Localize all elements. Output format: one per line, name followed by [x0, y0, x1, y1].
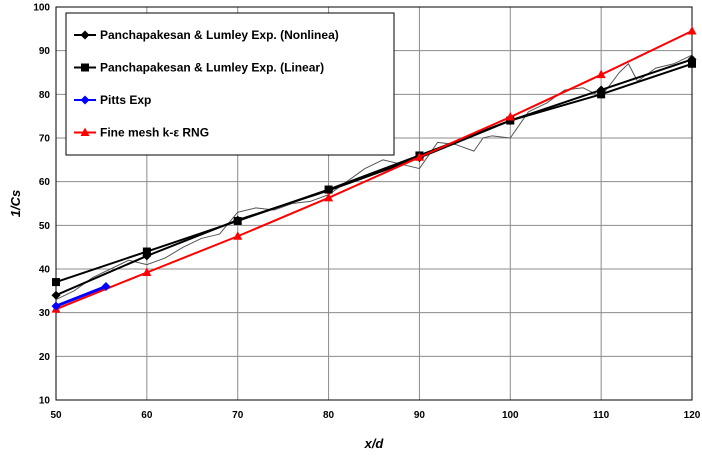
legend-item: Pitts Exp — [74, 93, 151, 107]
x-tick-label: 80 — [323, 410, 335, 421]
y-tick-label: 20 — [39, 352, 51, 363]
y-tick-label: 40 — [39, 265, 51, 276]
x-tick-label: 100 — [502, 410, 519, 421]
y-tick-label: 80 — [39, 90, 51, 101]
series-line — [55, 285, 107, 308]
y-tick-label: 10 — [39, 396, 51, 407]
data-point — [142, 247, 151, 256]
y-axis-title: 1/Cs — [8, 190, 23, 217]
legend-swatch-marker — [80, 127, 90, 136]
legend-swatch-marker — [80, 95, 90, 105]
y-tick-label: 50 — [39, 221, 51, 232]
legend-item: Panchapakesan & Lumley Exp. (Linear) — [74, 61, 324, 75]
data-point — [142, 267, 152, 276]
x-tick-label: 70 — [232, 410, 244, 421]
series-line — [55, 58, 693, 297]
x-axis-title: x/d — [364, 436, 385, 451]
data-point — [51, 301, 61, 311]
series-3 — [51, 26, 697, 313]
series-line — [55, 30, 693, 311]
data-point — [505, 112, 515, 121]
data-point — [687, 26, 697, 35]
data-point — [597, 90, 606, 99]
data-point — [596, 69, 606, 79]
legend-item: Fine mesh k-ε RNG — [74, 126, 209, 140]
y-tick-label: 100 — [33, 3, 50, 14]
x-tick-label: 120 — [684, 410, 701, 421]
legend-item: Panchapakesan & Lumley Exp. (Nonlinea) — [74, 28, 339, 42]
series-2 — [51, 281, 111, 311]
legend: Panchapakesan & Lumley Exp. (Nonlinea) Pa… — [65, 12, 395, 156]
legend-label: Panchapakesan & Lumley Exp. (Linear) — [100, 61, 324, 75]
legend-label: Fine mesh k-ε RNG — [100, 126, 209, 140]
data-point — [324, 192, 334, 202]
legend-label: Panchapakesan & Lumley Exp. (Nonlinea) — [100, 28, 339, 42]
data-point — [324, 185, 333, 194]
x-tick-label: 50 — [50, 410, 62, 421]
y-tick-label: 60 — [39, 177, 51, 188]
data-point — [688, 59, 696, 68]
y-tick-label: 30 — [39, 308, 51, 319]
series-line — [55, 62, 693, 284]
series-layer — [51, 26, 697, 313]
x-tick-label: 60 — [141, 410, 153, 421]
y-tick-label: 90 — [39, 46, 51, 57]
y-tick-label: 70 — [39, 134, 51, 145]
data-point — [233, 231, 243, 240]
data-point — [52, 278, 60, 287]
legend-swatch-marker — [81, 63, 89, 72]
x-tick-label: 90 — [414, 410, 426, 421]
plot-area — [55, 6, 693, 401]
data-point — [51, 290, 61, 300]
legend-label: Pitts Exp — [100, 93, 151, 107]
legend-box — [65, 12, 395, 156]
data-point — [233, 216, 242, 225]
tick-labels: 50 60 70 80 90 100 110 120 10 20 30 40 50 60 70 80 90 100 — [33, 3, 700, 422]
x-tick-label: 110 — [593, 410, 610, 421]
legend-swatch-marker — [80, 30, 90, 40]
data-point — [101, 281, 111, 291]
data-point — [414, 152, 424, 161]
